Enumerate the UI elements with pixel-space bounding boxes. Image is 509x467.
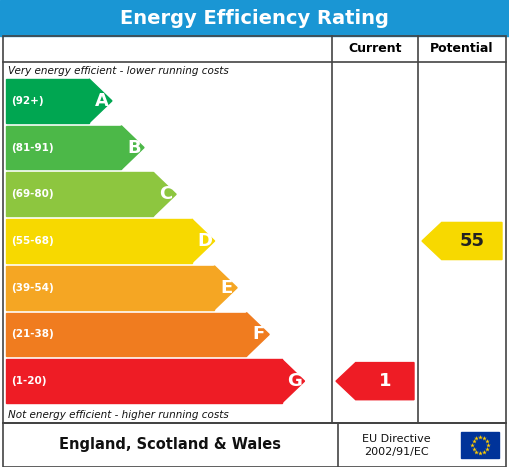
Text: Potential: Potential xyxy=(430,42,494,56)
Text: F: F xyxy=(253,325,265,343)
Text: (81-91): (81-91) xyxy=(11,142,53,153)
Bar xyxy=(3,36,506,423)
Polygon shape xyxy=(336,362,414,400)
Bar xyxy=(6,126,121,170)
Text: 55: 55 xyxy=(459,232,485,250)
Bar xyxy=(6,172,153,216)
Text: Very energy efficient - lower running costs: Very energy efficient - lower running co… xyxy=(8,65,229,76)
Text: (39-54): (39-54) xyxy=(11,283,54,293)
Text: C: C xyxy=(159,185,173,203)
Text: E: E xyxy=(221,279,233,297)
Text: Energy Efficiency Rating: Energy Efficiency Rating xyxy=(120,8,389,28)
Text: (69-80): (69-80) xyxy=(11,189,53,199)
Text: (55-68): (55-68) xyxy=(11,236,54,246)
Bar xyxy=(6,359,282,403)
Polygon shape xyxy=(89,79,112,123)
Text: A: A xyxy=(95,92,108,110)
Polygon shape xyxy=(214,266,237,310)
Bar xyxy=(462,432,499,458)
Bar xyxy=(3,423,506,467)
Text: England, Scotland & Wales: England, Scotland & Wales xyxy=(60,438,281,453)
Text: Not energy efficient - higher running costs: Not energy efficient - higher running co… xyxy=(8,410,229,419)
Text: (21-38): (21-38) xyxy=(11,329,54,340)
Polygon shape xyxy=(246,312,269,356)
Polygon shape xyxy=(192,219,215,263)
Bar xyxy=(6,266,214,310)
Bar xyxy=(6,312,246,356)
Bar xyxy=(6,79,89,123)
Polygon shape xyxy=(153,172,176,216)
Polygon shape xyxy=(282,359,304,403)
Text: 2002/91/EC: 2002/91/EC xyxy=(364,447,429,457)
Text: Current: Current xyxy=(348,42,402,56)
Text: D: D xyxy=(197,232,212,250)
Text: 1: 1 xyxy=(379,372,391,390)
Text: B: B xyxy=(127,139,140,156)
Text: EU Directive: EU Directive xyxy=(362,434,431,444)
Text: G: G xyxy=(287,372,302,390)
Text: (1-20): (1-20) xyxy=(11,376,46,386)
Bar xyxy=(6,219,192,263)
Polygon shape xyxy=(422,222,502,260)
Text: (92+): (92+) xyxy=(11,96,44,106)
Polygon shape xyxy=(121,126,144,170)
Bar xyxy=(0,0,509,36)
